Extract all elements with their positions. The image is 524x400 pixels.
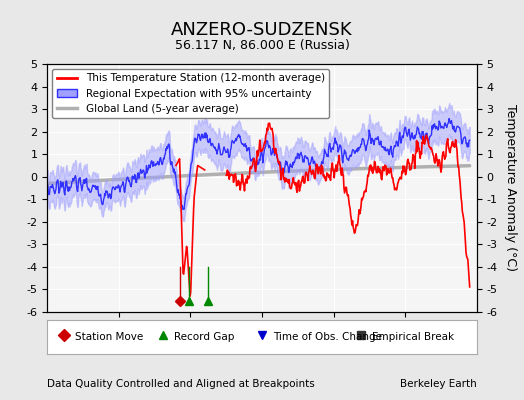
- Text: Empirical Break: Empirical Break: [372, 332, 454, 342]
- Text: 56.117 N, 86.000 E (Russia): 56.117 N, 86.000 E (Russia): [174, 40, 350, 52]
- Y-axis label: Temperature Anomaly (°C): Temperature Anomaly (°C): [504, 104, 517, 272]
- Legend: This Temperature Station (12-month average), Regional Expectation with 95% uncer: This Temperature Station (12-month avera…: [52, 69, 329, 118]
- Text: ANZERO-SUDZENSK: ANZERO-SUDZENSK: [171, 21, 353, 39]
- Text: Record Gap: Record Gap: [174, 332, 234, 342]
- Text: Station Move: Station Move: [75, 332, 144, 342]
- Text: Berkeley Earth: Berkeley Earth: [400, 379, 477, 389]
- Text: Time of Obs. Change: Time of Obs. Change: [272, 332, 382, 342]
- Text: Data Quality Controlled and Aligned at Breakpoints: Data Quality Controlled and Aligned at B…: [47, 379, 315, 389]
